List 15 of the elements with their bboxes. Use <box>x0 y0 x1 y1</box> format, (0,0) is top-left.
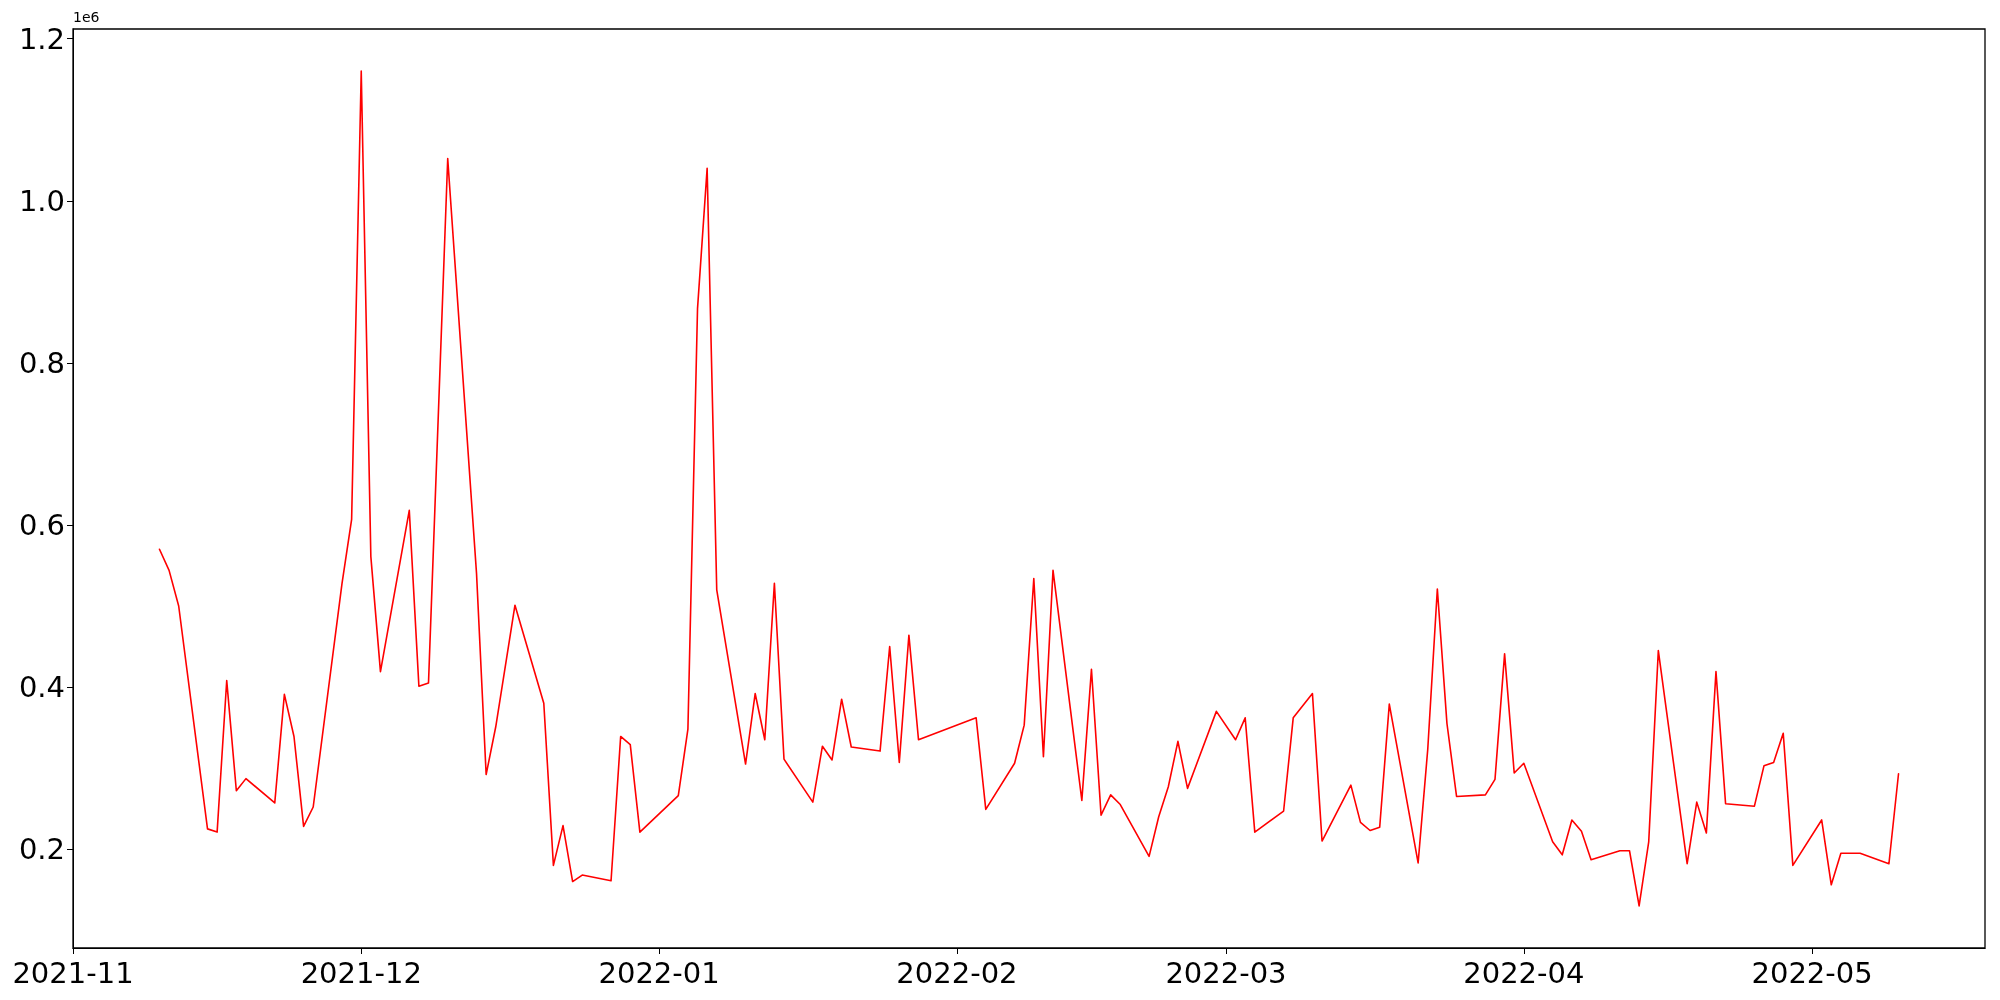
x-tick-label: 2021-12 <box>300 955 422 990</box>
x-tick-label: 2022-01 <box>598 955 720 990</box>
x-tick-label: 2021-11 <box>12 955 134 990</box>
text: 1e6 <box>73 9 100 25</box>
x-tick-label: 2022-02 <box>896 955 1018 990</box>
x-tick-label: 2022-03 <box>1165 955 1287 990</box>
y-tick-label: 1.2 <box>18 21 65 56</box>
line-series <box>158 70 1900 907</box>
y-tick-label: 0.8 <box>18 345 65 380</box>
y-tick-label: 0.6 <box>18 507 65 542</box>
y-tick-label: 0.2 <box>18 832 65 867</box>
y-tick-label: 0.4 <box>18 670 65 705</box>
y-tick-label: 1.0 <box>18 183 65 218</box>
x-tick-label: 2022-05 <box>1751 955 1873 990</box>
x-tick-label: 2022-04 <box>1463 955 1585 990</box>
